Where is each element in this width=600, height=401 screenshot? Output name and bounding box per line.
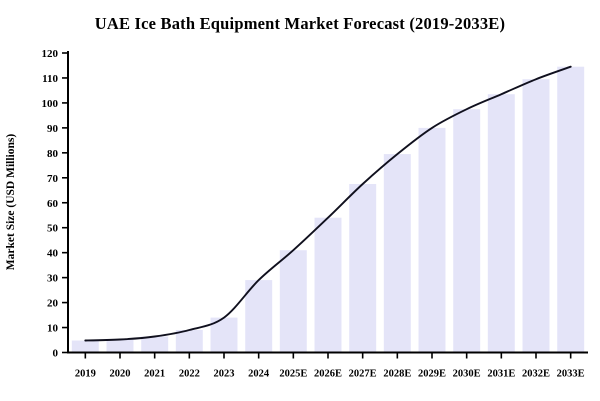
bar-2032E <box>522 79 550 353</box>
y-tick-label-30: 30 <box>47 273 59 285</box>
x-tick-label-2027E: 2027E <box>349 369 377 380</box>
y-tick-label-10: 10 <box>47 323 59 335</box>
y-tick-label-80: 80 <box>47 148 59 160</box>
y-tick-label-70: 70 <box>47 173 59 185</box>
bar-2030E <box>453 109 481 353</box>
bar-2022 <box>175 330 203 353</box>
x-tick-label-2030E: 2030E <box>453 369 481 380</box>
y-tick-label-40: 40 <box>47 248 59 260</box>
y-tick-label-90: 90 <box>47 123 59 135</box>
x-tick-label-2019: 2019 <box>75 369 96 380</box>
x-tick-label-2020: 2020 <box>110 369 131 380</box>
x-tick-label-2028E: 2028E <box>383 369 411 380</box>
y-tick-label-0: 0 <box>53 348 59 360</box>
y-tick-label-110: 110 <box>42 73 58 85</box>
x-tick-label-2022: 2022 <box>179 369 200 380</box>
bar-2028E <box>383 154 411 353</box>
bar-2031E <box>487 94 515 353</box>
chart-title: UAE Ice Bath Equipment Market Forecast (… <box>94 14 506 33</box>
x-tick-label-2021: 2021 <box>144 369 165 380</box>
bar-2033E <box>557 66 585 353</box>
x-tick-label-2033E: 2033E <box>557 369 585 380</box>
trend-line <box>84 65 572 342</box>
y-tick-label-20: 20 <box>47 298 59 310</box>
x-tick-label-2031E: 2031E <box>487 369 515 380</box>
bar-2029E <box>418 127 446 353</box>
bar-2027E <box>349 184 377 353</box>
y-tick-label-50: 50 <box>47 223 59 235</box>
y-tick-label-60: 60 <box>47 198 59 210</box>
x-tick-label-2025E: 2025E <box>279 369 307 380</box>
bar-2019 <box>71 340 99 353</box>
bar-2026E <box>314 217 342 353</box>
bar-2020 <box>106 339 134 353</box>
x-tick-label-2029E: 2029E <box>418 369 446 380</box>
bar-2021 <box>141 336 169 353</box>
y-tick-label-100: 100 <box>42 98 59 110</box>
x-tick-label-2026E: 2026E <box>314 369 342 380</box>
bar-2025E <box>279 250 307 353</box>
x-tick-label-2024: 2024 <box>248 369 270 380</box>
x-tick-label-2023: 2023 <box>214 369 235 380</box>
y-tick-label-120: 120 <box>42 48 59 60</box>
x-tick-label-2032E: 2032E <box>522 369 550 380</box>
bar-2024 <box>245 280 273 353</box>
